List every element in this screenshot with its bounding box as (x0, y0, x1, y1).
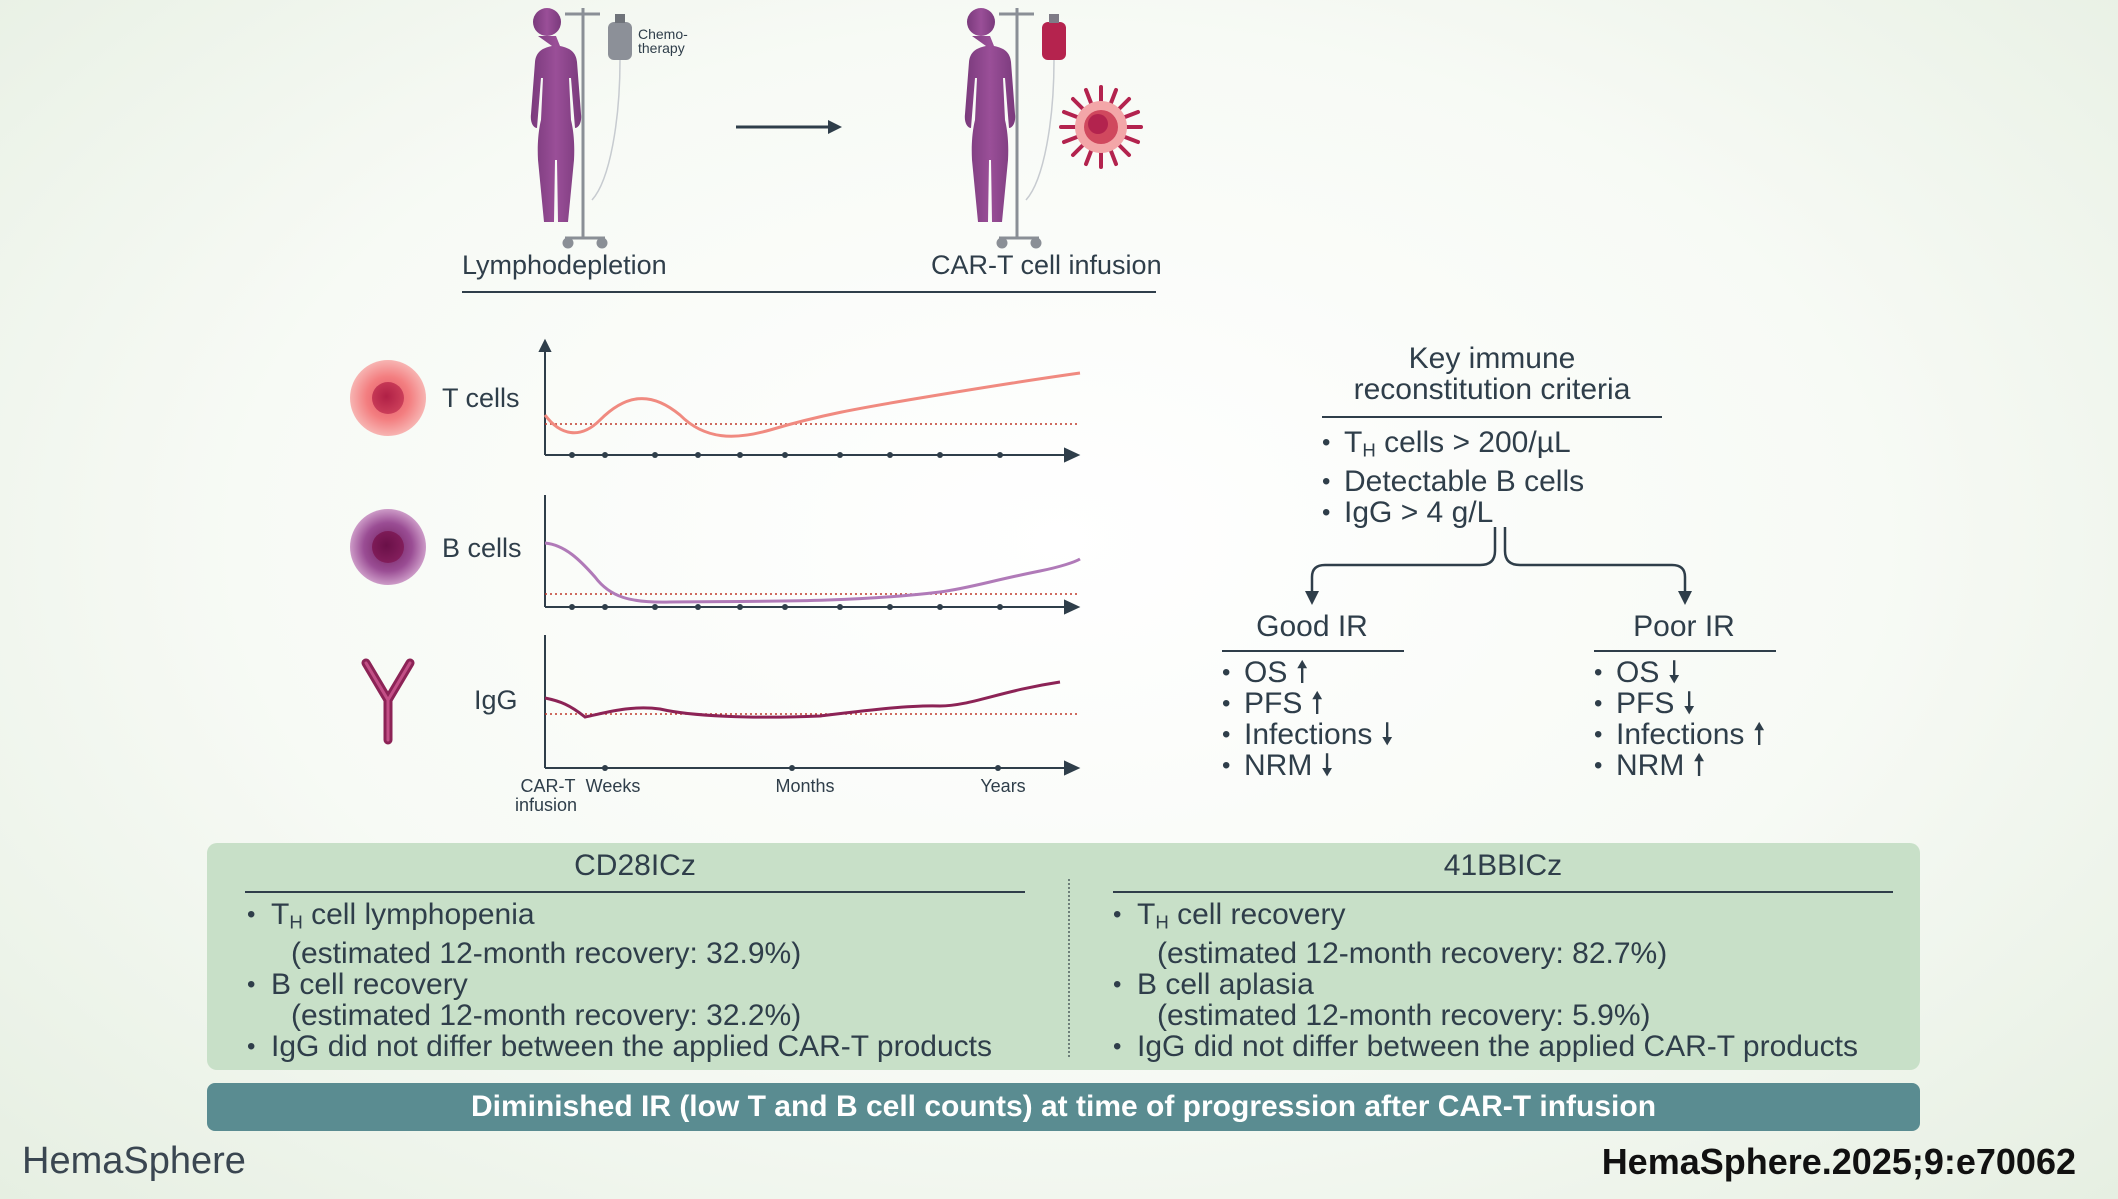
cd28-item-b-est: (estimated 12-month recovery: 32.2%) (291, 998, 802, 1032)
bb41-item-b-est: (estimated 12-month recovery: 5.9%) (1157, 998, 1651, 1032)
bb41-title: 41BBICz (1443, 849, 1563, 882)
b-panel-x-arrow (1064, 599, 1081, 615)
reconstitution-chart (538, 338, 1081, 776)
poor-ir-list: OS 🠗 PFS 🠗 Infections 🠕 NRM 🠕 (1594, 657, 1766, 781)
product-comparison-box: CD28ICz TH cell lymphopenia (estimated 1… (207, 843, 1920, 1070)
poor-ir-title: Poor IR (1633, 610, 1735, 643)
good-ir-divider (1222, 650, 1404, 652)
b-cells-label: B cells (442, 533, 522, 563)
t-cell-icon (348, 358, 428, 438)
progress-arrow-icon (736, 120, 842, 134)
criteria-divider (1322, 416, 1662, 418)
car-t-infusion-label: CAR-T cell infusion (931, 250, 1162, 280)
x-tick-years: Years (980, 776, 1026, 796)
bb41-item-th: TH cell recovery (1113, 899, 1858, 938)
citation: HemaSphere.2025;9:e70062 (1601, 1141, 2076, 1182)
bb41-item-th-est: (estimated 12-month recovery: 82.7%) (1157, 936, 1668, 970)
good-ir-infections: Infections 🠗 (1222, 719, 1394, 750)
x-tick-months: Months (775, 776, 835, 796)
top-divider (462, 291, 1156, 293)
axis-tick-dots (569, 452, 1003, 771)
good-ir-list: OS 🠕 PFS 🠕 Infections 🠗 NRM 🠗 (1222, 657, 1394, 781)
t-cells-label: T cells (442, 383, 520, 413)
igg-curve (544, 680, 1061, 719)
lymphodepletion-label: Lymphodepletion (462, 250, 667, 280)
poor-ir-infections: Infections 🠕 (1594, 719, 1766, 750)
cd28-item-igg: IgG did not differ between the applied C… (247, 1031, 992, 1062)
t-panel-x-arrow (1064, 447, 1081, 463)
t-panel-y-arrow (538, 338, 552, 352)
arrow-down-icon: 🠗 (1320, 749, 1334, 782)
car-t-cell-icon (1059, 85, 1143, 169)
criteria-title-2: reconstitution criteria (1353, 373, 1631, 406)
conclusion-banner: Diminished IR (low T and B cell counts) … (207, 1083, 1920, 1131)
arrow-down-icon: 🠗 (1682, 687, 1696, 720)
arrow-up-icon: 🠕 (1752, 718, 1766, 751)
bb41-item-igg: IgG did not differ between the applied C… (1113, 1031, 1858, 1062)
criteria-list: TH cells > 200/µL Detectable B cells IgG… (1322, 427, 1584, 528)
x-tick-infusion: infusion (514, 795, 578, 815)
chemo-label-2: therapy (638, 40, 685, 56)
criteria-item-b: Detectable B cells (1322, 466, 1584, 497)
bb41-list: TH cell recovery (estimated 12-month rec… (1113, 899, 1858, 1062)
arrow-up-icon: 🠕 (1310, 687, 1324, 720)
arrow-down-icon: 🠗 (1667, 656, 1681, 689)
car-t-bag-icon (1042, 14, 1066, 60)
iv-stand-left (562, 8, 621, 249)
chemo-label-1: Chemo- (638, 26, 688, 42)
antibody-icon (361, 658, 415, 745)
cd28-title: CD28ICz (574, 849, 696, 882)
criteria-item-igg: IgG > 4 g/L (1322, 497, 1584, 528)
t-cell-curve (543, 371, 1081, 438)
chemo-bag-icon (608, 14, 632, 60)
good-ir-nrm: NRM 🠗 (1222, 750, 1394, 781)
journal-brand: HemaSphere (22, 1140, 246, 1182)
poor-ir-pfs: PFS 🠗 (1594, 688, 1766, 719)
x-tick-car-t: CAR-T (520, 776, 576, 796)
good-ir-pfs: PFS 🠕 (1222, 688, 1394, 719)
good-ir-title: Good IR (1256, 610, 1368, 643)
cd28-item-th-est: (estimated 12-month recovery: 32.9%) (291, 936, 802, 970)
criteria-title-1: Key immune (1408, 342, 1576, 375)
cd28-divider (245, 891, 1025, 893)
b-cell-icon (348, 507, 428, 587)
cd28-item-th: TH cell lymphopenia (247, 899, 992, 938)
criteria-item-th: TH cells > 200/µL (1322, 427, 1584, 466)
b-cell-curve (544, 541, 1081, 604)
cd28-item-b: B cell recovery (247, 969, 992, 1000)
igg-label: IgG (474, 685, 518, 715)
bb41-divider (1113, 891, 1893, 893)
bb41-item-b: B cell aplasia (1113, 969, 1858, 1000)
patient-figure-left (530, 8, 582, 222)
iv-stand-right (996, 8, 1055, 249)
patient-illustrations: Chemo- therapy (530, 8, 1143, 249)
patient-figure-right (964, 8, 1016, 222)
arrow-down-icon: 🠗 (1380, 718, 1394, 751)
poor-ir-os: OS 🠗 (1594, 657, 1766, 688)
criteria-branch-arrows (1305, 527, 1692, 605)
arrow-up-icon: 🠕 (1692, 749, 1706, 782)
igg-panel-x-arrow (1064, 760, 1081, 776)
poor-ir-nrm: NRM 🠕 (1594, 750, 1766, 781)
arrow-up-icon: 🠕 (1295, 656, 1309, 689)
good-ir-os: OS 🠕 (1222, 657, 1394, 688)
cd28-list: TH cell lymphopenia (estimated 12-month … (247, 899, 992, 1062)
poor-ir-divider (1594, 650, 1776, 652)
column-separator (1068, 879, 1070, 1057)
x-tick-weeks: Weeks (585, 776, 641, 796)
